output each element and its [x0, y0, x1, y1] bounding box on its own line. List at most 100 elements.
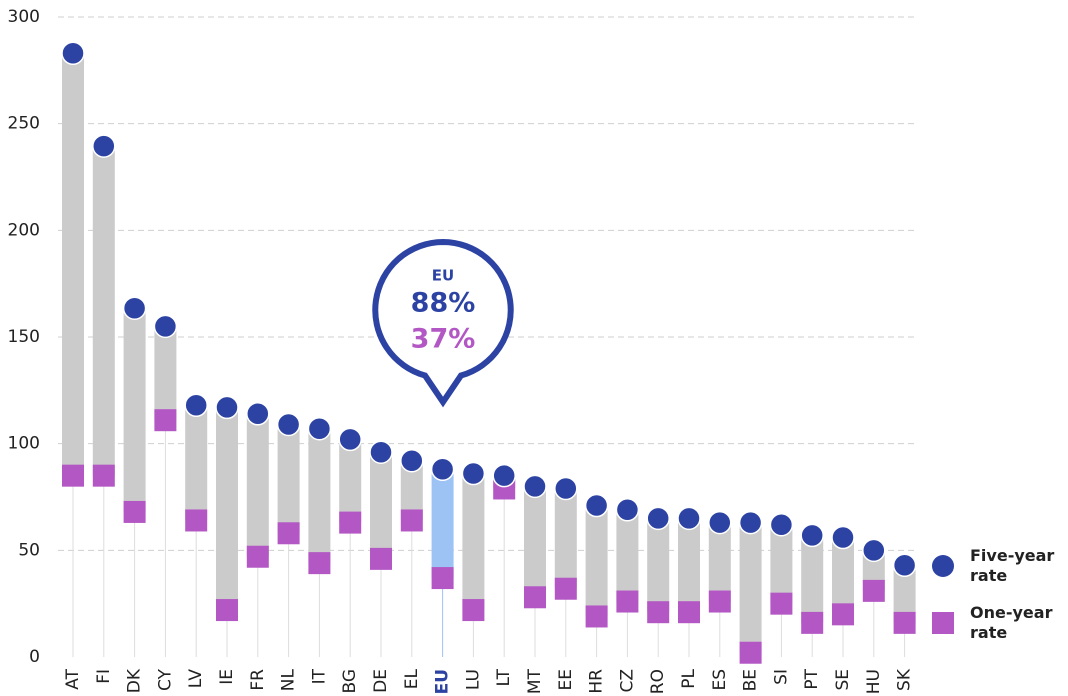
x-tick-label: MT: [525, 668, 545, 694]
y-tick-label: 150: [8, 327, 40, 347]
five-year-marker: [369, 440, 393, 464]
five-year-marker: [492, 463, 516, 488]
x-tick-label: EL: [402, 668, 422, 689]
x-tick-label: DE: [371, 669, 391, 693]
five-year-marker: [769, 512, 794, 537]
one-year-marker: [585, 605, 608, 628]
range-bar: [739, 522, 762, 653]
callout-bubble: [372, 238, 514, 408]
one-year-marker: [893, 611, 916, 634]
five-year-marker: [862, 538, 886, 563]
x-tick-label: AT: [63, 668, 83, 689]
callout: EU 88% 37%: [372, 238, 514, 408]
x-tick-label: ES: [710, 669, 730, 691]
range-bar: [678, 518, 700, 613]
x-tick-label: SK: [895, 668, 915, 691]
range-bar: [62, 53, 84, 476]
x-tick-label: RO: [648, 669, 668, 694]
x-tick-label: BE: [741, 669, 761, 691]
range-bar: [893, 565, 916, 623]
one-year-marker: [554, 577, 577, 600]
five-year-marker: [92, 134, 116, 158]
range-bar: [616, 509, 639, 602]
x-tick-label: FI: [94, 669, 114, 684]
one-year-marker: [400, 509, 423, 532]
five-year-marker: [400, 448, 424, 473]
five-year-marker: [677, 506, 701, 531]
five-year-marker: [646, 506, 670, 531]
callout-label: EU: [432, 267, 454, 285]
range-bar: [708, 522, 731, 602]
x-tick-label: FR: [248, 669, 268, 691]
y-tick-label: 250: [8, 114, 40, 134]
range-bar: [524, 486, 546, 598]
five-year-marker: [61, 41, 85, 66]
x-tick-label: CZ: [617, 669, 637, 693]
x-tick-label: IE: [217, 669, 237, 685]
range-bar: [832, 537, 854, 615]
range-bar: [801, 535, 824, 623]
y-tick-label: 200: [8, 220, 40, 240]
one-year-marker: [462, 599, 485, 622]
five-year-marker: [276, 412, 301, 437]
range-bar: [770, 524, 793, 604]
legend-marker: [932, 612, 954, 634]
y-tick-label: 300: [8, 7, 40, 27]
five-year-marker: [708, 510, 732, 535]
one-year-marker: [524, 586, 546, 609]
x-tick-label: EE: [556, 669, 576, 690]
range-bar: [308, 428, 331, 564]
legend-label: Five-year rate: [970, 546, 1054, 585]
five-year-marker: [461, 461, 486, 486]
x-tick-label: LV: [186, 669, 206, 689]
y-tick-label: 0: [29, 647, 40, 667]
x-tick-label: PT: [802, 668, 822, 689]
range-bar: [154, 326, 177, 421]
x-tick-label: SE: [833, 669, 853, 691]
five-year-marker: [615, 498, 640, 522]
one-year-marker: [185, 509, 208, 532]
one-year-marker: [277, 522, 300, 545]
x-tick-label: LU: [463, 669, 483, 690]
x-tick-label: DK: [125, 668, 145, 693]
five-year-marker: [215, 395, 239, 420]
five-year-marker: [554, 476, 578, 501]
one-year-marker: [801, 611, 824, 634]
legend-marker: [932, 555, 954, 577]
one-year-marker: [370, 547, 392, 570]
range-bar: [554, 488, 577, 589]
five-year-marker: [122, 296, 147, 320]
one-year-marker: [431, 567, 454, 590]
range-bar: [123, 308, 146, 512]
five-year-marker: [523, 474, 547, 499]
x-tick-label: NL: [279, 668, 299, 691]
range-bar: [647, 518, 670, 613]
one-year-marker: [216, 599, 238, 622]
one-year-marker: [308, 552, 331, 575]
five-year-marker: [184, 393, 208, 418]
five-year-marker: [307, 416, 332, 441]
one-year-marker: [616, 590, 639, 613]
five-year-marker: [153, 314, 178, 339]
x-tick-label: HR: [587, 669, 607, 694]
y-tick-label: 100: [8, 434, 40, 454]
x-tick-label: SI: [771, 669, 791, 685]
five-year-marker: [338, 427, 362, 452]
x-tick-label: EU: [433, 669, 453, 694]
one-year-marker: [647, 601, 670, 624]
legend-line: rate: [970, 566, 1007, 585]
five-year-marker: [430, 457, 455, 482]
legend-line: Five-year: [970, 546, 1054, 565]
one-year-marker: [339, 511, 362, 534]
range-bar: [370, 452, 392, 559]
range-bar: [277, 424, 300, 534]
one-year-marker: [770, 592, 793, 615]
legend-label: One-year rate: [970, 603, 1053, 642]
range-bar: [585, 505, 608, 617]
one-year-marker: [832, 603, 854, 626]
legend-line: rate: [970, 623, 1007, 642]
range-bar: [400, 460, 423, 521]
x-tick-label: HU: [864, 669, 884, 694]
range-bar: [216, 407, 238, 611]
